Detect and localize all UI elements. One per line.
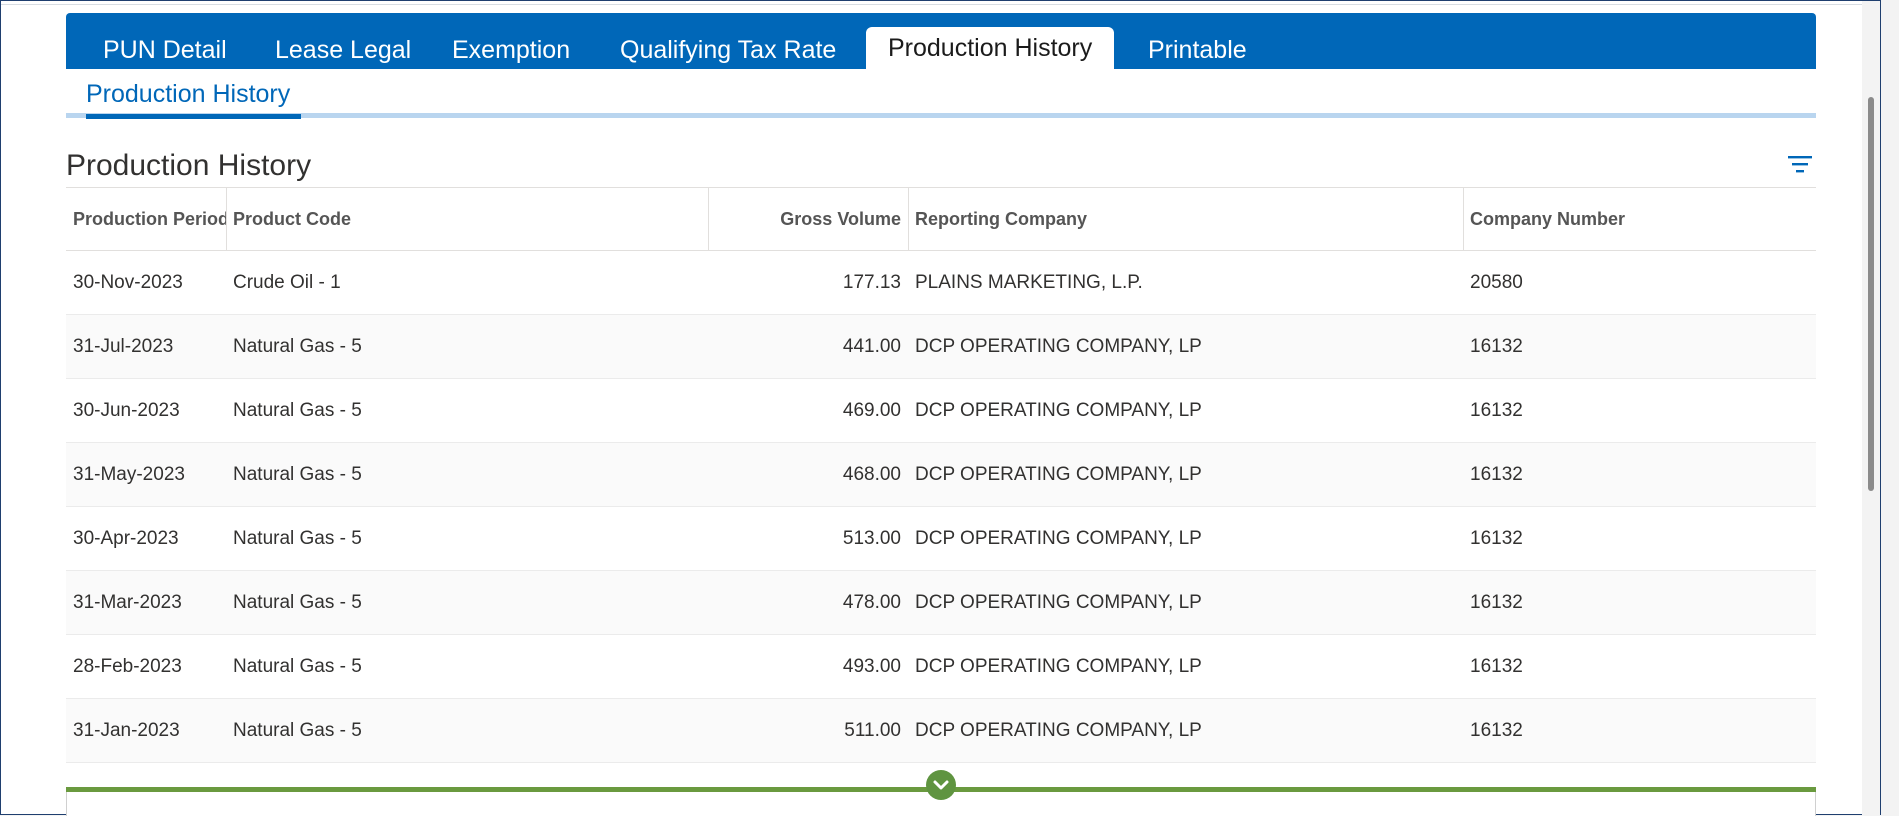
cell-production-period: 30-Jun-2023 xyxy=(73,400,180,421)
cell-production-period: 30-Nov-2023 xyxy=(73,272,183,293)
tab-pun-detail[interactable]: PUN Detail xyxy=(103,36,227,64)
column-divider[interactable] xyxy=(908,188,909,250)
tab-production-history[interactable]: Production History xyxy=(866,27,1115,69)
cell-gross-volume: 441.00 xyxy=(842,336,901,357)
cell-reporting-company: DCP OPERATING COMPANY, LP xyxy=(915,528,1202,549)
cell-gross-volume: 177.13 xyxy=(842,272,901,293)
cell-reporting-company: DCP OPERATING COMPANY, LP xyxy=(915,336,1202,357)
cell-product-code: Natural Gas - 5 xyxy=(233,656,362,677)
cell-production-period: 31-Jul-2023 xyxy=(73,336,174,357)
table-row[interactable]: 31-Jul-2023 Natural Gas - 5 441.00 DCP OPER… xyxy=(66,315,1816,379)
column-header-production-period[interactable]: Production Period xyxy=(73,209,226,229)
column-divider[interactable] xyxy=(708,188,709,250)
table-row[interactable]: 31-Jan-2023 Natural Gas - 5 511.00 DCP OPER… xyxy=(66,699,1816,763)
cell-product-code: Natural Gas - 5 xyxy=(233,528,362,549)
tab-lease-legal[interactable]: Lease Legal xyxy=(275,36,412,64)
top-divider xyxy=(1,4,1880,5)
cell-product-code: Crude Oil - 1 xyxy=(233,272,341,293)
cell-production-period: 30-Apr-2023 xyxy=(73,528,179,549)
cell-gross-volume: 513.00 xyxy=(842,528,901,549)
cell-gross-volume: 478.00 xyxy=(842,592,901,613)
cell-reporting-company: DCP OPERATING COMPANY, LP xyxy=(915,656,1202,677)
chevron-down-icon xyxy=(933,780,949,790)
column-header-company-number[interactable]: Company Number xyxy=(1470,209,1626,229)
cell-company-number: 16132 xyxy=(1470,400,1523,421)
section-title: Production History xyxy=(66,149,312,182)
cell-company-number: 20580 xyxy=(1470,272,1523,293)
tab-exemption[interactable]: Exemption xyxy=(452,36,571,64)
table-row[interactable]: 30-Nov-2023 Crude Oil - 1 177.13 PLAINS MAR… xyxy=(66,251,1816,315)
table-header: Production Period Product Code Gross Vol… xyxy=(66,187,1816,251)
tab-bar: PUN Detail Lease Legal Exemption Qualify… xyxy=(66,13,1816,69)
subtab-divider xyxy=(66,113,1816,118)
cell-company-number: 16132 xyxy=(1470,528,1523,549)
table-body: 30-Nov-2023 Crude Oil - 1 177.13 PLAINS MAR… xyxy=(66,251,1816,763)
column-header-product-code[interactable]: Product Code xyxy=(233,209,352,229)
column-header-gross-volume[interactable]: Gross Volume xyxy=(780,209,901,229)
cell-gross-volume: 493.00 xyxy=(842,656,901,677)
cell-gross-volume: 511.00 xyxy=(844,720,901,741)
cell-reporting-company: DCP OPERATING COMPANY, LP xyxy=(915,464,1202,485)
column-header-reporting-company[interactable]: Reporting Company xyxy=(915,209,1088,229)
cell-company-number: 16132 xyxy=(1470,464,1523,485)
subtab-active-indicator xyxy=(86,114,301,119)
table-row[interactable]: 28-Feb-2023 Natural Gas - 5 493.00 DCP OPER… xyxy=(66,635,1816,699)
tab-printable[interactable]: Printable xyxy=(1148,36,1247,64)
collapsed-panel xyxy=(66,792,1816,816)
cell-reporting-company: DCP OPERATING COMPANY, LP xyxy=(915,400,1202,421)
table-row[interactable]: 31-May-2023 Natural Gas - 5 468.00 DCP OPER… xyxy=(66,443,1816,507)
cell-production-period: 31-May-2023 xyxy=(73,464,185,485)
cell-product-code: Natural Gas - 5 xyxy=(233,592,362,613)
production-history-table: Production Period Product Code Gross Vol… xyxy=(66,187,1816,763)
cell-company-number: 16132 xyxy=(1470,720,1523,741)
cell-company-number: 16132 xyxy=(1470,656,1523,677)
cell-company-number: 16132 xyxy=(1470,336,1523,357)
cell-company-number: 16132 xyxy=(1470,592,1523,613)
table-row[interactable]: 30-Jun-2023 Natural Gas - 5 469.00 DCP OPER… xyxy=(66,379,1816,443)
scrollbar-thumb[interactable] xyxy=(1868,97,1874,491)
cell-production-period: 31-Mar-2023 xyxy=(73,592,182,613)
cell-product-code: Natural Gas - 5 xyxy=(233,464,362,485)
cell-production-period: 31-Jan-2023 xyxy=(73,720,180,741)
column-divider[interactable] xyxy=(226,188,227,250)
table-row[interactable]: 31-Mar-2023 Natural Gas - 5 478.00 DCP OPER… xyxy=(66,571,1816,635)
cell-gross-volume: 468.00 xyxy=(842,464,901,485)
cell-reporting-company: PLAINS MARKETING, L.P. xyxy=(915,272,1143,293)
column-divider[interactable] xyxy=(1463,188,1464,250)
table-row[interactable]: 30-Apr-2023 Natural Gas - 5 513.00 DCP OPER… xyxy=(66,507,1816,571)
cell-product-code: Natural Gas - 5 xyxy=(233,720,362,741)
cell-reporting-company: DCP OPERATING COMPANY, LP xyxy=(915,592,1202,613)
vertical-scrollbar[interactable] xyxy=(1862,1,1880,816)
subtab-production-history[interactable]: Production History xyxy=(86,80,291,108)
cell-reporting-company: DCP OPERATING COMPANY, LP xyxy=(915,720,1202,741)
filter-icon[interactable] xyxy=(1787,153,1813,175)
cell-product-code: Natural Gas - 5 xyxy=(233,400,362,421)
cell-production-period: 28-Feb-2023 xyxy=(73,656,182,677)
expand-button[interactable] xyxy=(926,770,956,800)
cell-product-code: Natural Gas - 5 xyxy=(233,336,362,357)
cell-gross-volume: 469.00 xyxy=(842,400,901,421)
tab-qualifying-tax-rate[interactable]: Qualifying Tax Rate xyxy=(620,36,837,64)
